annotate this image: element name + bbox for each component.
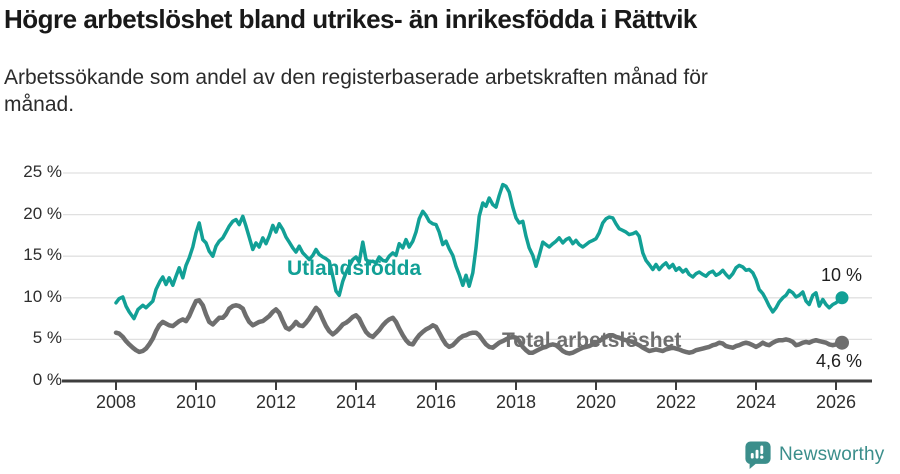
series-end-dot-utlandsfodda: [835, 291, 849, 305]
logo-bar-medium: [755, 449, 759, 459]
series-line-utlandsfodda: [114, 182, 844, 321]
newsworthy-logo-icon: [745, 441, 771, 469]
chart-subtitle: Arbetssökande som andel av den registerb…: [4, 66, 708, 117]
logo-exclamation-bar: [760, 445, 764, 455]
series-end-dot-total: [835, 335, 849, 350]
logo-exclamation-dot: [760, 455, 764, 459]
brand-footer: Newsworthy: [744, 440, 884, 470]
series-line-total: [113, 298, 845, 356]
page-title: Högre arbetslöshet bland utrikes- än inr…: [4, 4, 697, 34]
brand-name: Newsworthy: [779, 444, 885, 465]
logo-bar-small: [750, 452, 754, 459]
